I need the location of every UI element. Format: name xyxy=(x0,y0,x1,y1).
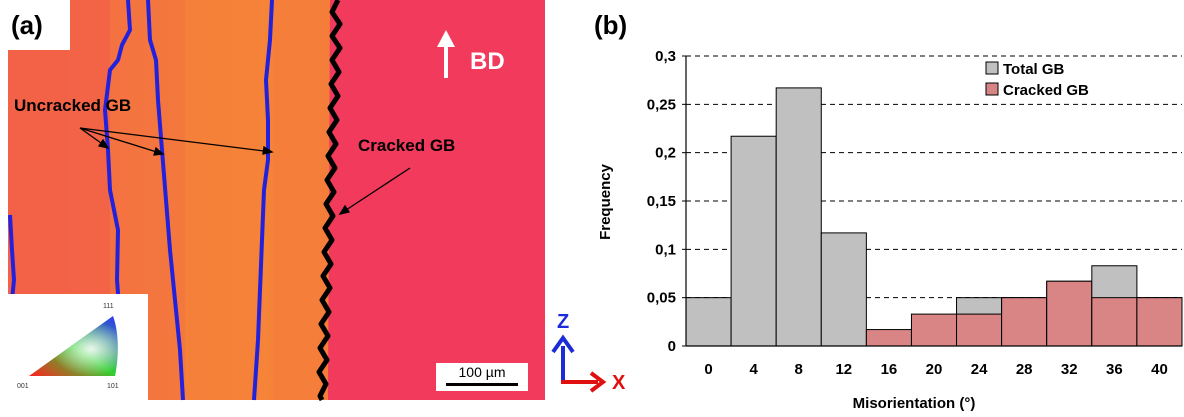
scale-bar-label: 100 µm xyxy=(458,364,506,380)
x-tick-label: 0 xyxy=(704,361,712,378)
x-tick-label: 16 xyxy=(881,361,898,378)
bar-total-gb xyxy=(820,232,867,347)
bar-total-gb xyxy=(775,87,822,347)
x-axis-title: Misorientation (°) xyxy=(853,395,976,412)
x-tick-label: 20 xyxy=(926,361,943,378)
build-direction-label: BD xyxy=(470,48,505,75)
bar-cracked-gb xyxy=(1001,297,1048,347)
z-axis-label: Z xyxy=(557,311,570,333)
bar-cracked-gb xyxy=(865,329,912,347)
ipf-corner-101: 101 xyxy=(107,383,119,390)
x-tick-label: 28 xyxy=(1016,361,1033,378)
cracked-gb-label: Cracked GB xyxy=(358,136,456,155)
x-tick-label: 36 xyxy=(1106,361,1123,378)
scale-bar-line xyxy=(446,383,518,386)
x-tick-label: 24 xyxy=(971,361,988,378)
ipf-triangle-icon: 111 001 101 xyxy=(17,303,119,390)
bar-cracked-gb xyxy=(910,313,958,347)
y-tick-label: 0,05 xyxy=(647,290,676,307)
x-tick-label: 8 xyxy=(795,361,803,378)
x-tick-label: 40 xyxy=(1151,361,1168,378)
panel-tag-background xyxy=(0,0,70,50)
bar-cracked-gb xyxy=(1046,280,1093,347)
cracked-grain-boundary xyxy=(316,0,343,402)
ipf-corner-001: 001 xyxy=(17,383,29,390)
y-axis-title: Frequency xyxy=(597,163,614,240)
y-tick-label: 0,3 xyxy=(655,48,676,65)
legend-label: Cracked GB xyxy=(1003,82,1089,99)
panel-b-tag: (b) xyxy=(594,10,628,40)
bar-cracked-gb xyxy=(1136,297,1183,347)
x-tick-label: 32 xyxy=(1061,361,1078,378)
annotation-arrows xyxy=(79,127,411,215)
y-tick-label: 0,2 xyxy=(655,145,676,162)
legend-swatch xyxy=(985,61,999,75)
uncracked-gb-label: Uncracked GB xyxy=(14,96,132,115)
panel-a-tag: (a) xyxy=(11,10,43,40)
bar-cracked-gb xyxy=(956,313,1003,347)
ipf-corner-111: 111 xyxy=(103,303,114,310)
y-tick-label: 0 xyxy=(668,338,676,355)
coordinate-axes-icon xyxy=(551,334,607,393)
y-tick-label: 0,25 xyxy=(647,96,676,113)
bar-total-gb xyxy=(730,135,777,347)
bar-cracked-gb xyxy=(1091,297,1138,347)
y-tick-label: 0,15 xyxy=(647,193,676,210)
x-tick-label: 12 xyxy=(835,361,852,378)
x-tick-label: 4 xyxy=(749,361,758,378)
build-direction-arrow-icon xyxy=(437,30,455,78)
scale-bar: 100 µm xyxy=(436,363,528,391)
x-axis-label: X xyxy=(612,372,626,394)
bar-total-gb xyxy=(685,297,732,347)
legend-label: Total GB xyxy=(1003,61,1065,78)
ipf-color-key: 111 001 101 xyxy=(7,294,148,400)
misorientation-histogram: 0 0,05 0,1 0,15 0,2 0,25 0,3 0 4 8 12 16 20 24 28 32 36 4… xyxy=(597,48,1183,412)
y-tick-label: 0,1 xyxy=(655,241,676,258)
legend-swatch xyxy=(985,82,999,96)
